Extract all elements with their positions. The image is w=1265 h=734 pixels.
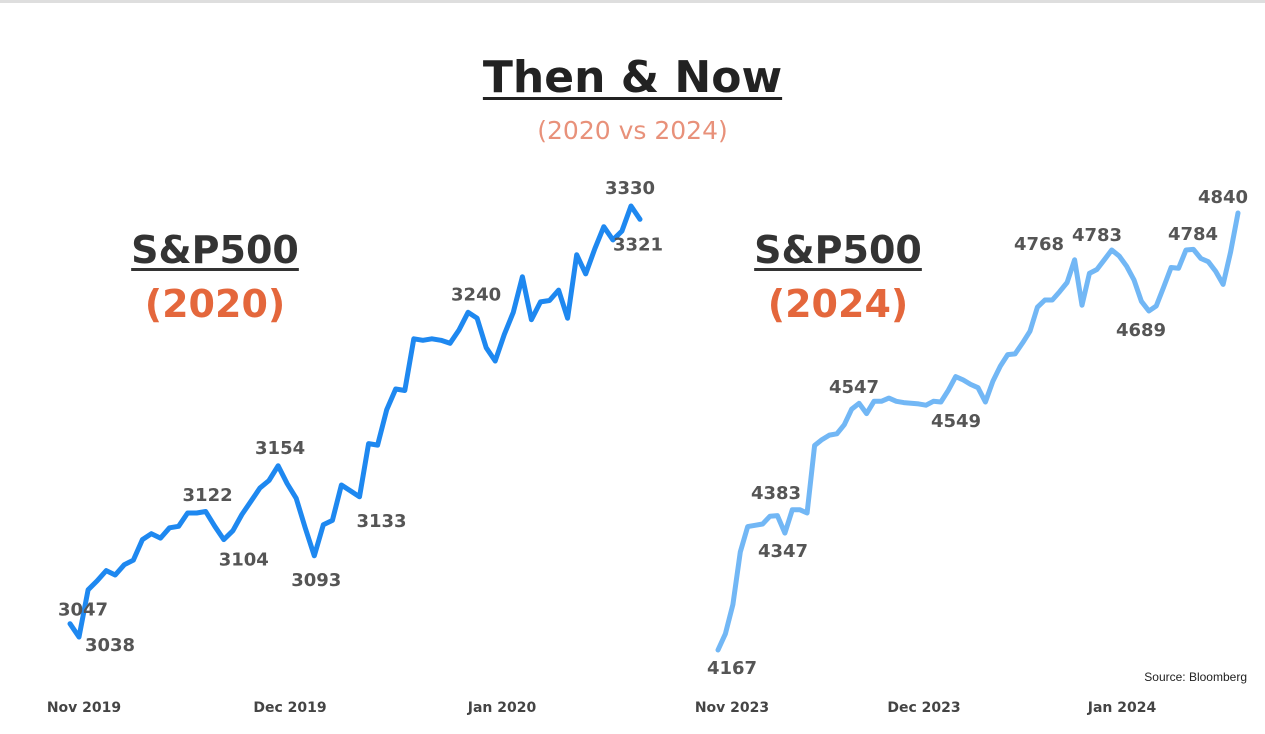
data-labels-2020: 3047 3038 3122 3104 3154 3093 3133 3240 3330 3321	[58, 178, 663, 656]
data-label: 3047	[58, 600, 108, 621]
data-label: 3154	[255, 438, 305, 459]
series-line-2024	[715, 210, 1241, 653]
data-label: 4768	[1014, 234, 1064, 255]
data-label: 4167	[707, 658, 757, 679]
panel-label-2020: S&P500 (2020)	[110, 228, 320, 326]
x-tick-label: Dec 2019	[253, 700, 326, 716]
data-label: 3122	[183, 485, 233, 506]
source-note: Source: Bloomberg	[1144, 670, 1247, 684]
x-axis-ticks: Nov 2019 Dec 2019 Jan 2020 Nov 2023 Dec …	[47, 700, 1157, 716]
data-labels-2024: 4167 4383 4347 4547 4549 4768 4783 4689 …	[707, 187, 1248, 679]
data-label: 3093	[291, 570, 341, 591]
series-line-2020	[67, 203, 643, 640]
top-border	[0, 0, 1265, 3]
x-tick-label: Jan 2020	[467, 700, 537, 716]
index-label: S&P500	[131, 228, 299, 272]
year-label: (2024)	[767, 282, 909, 326]
data-label: 4383	[751, 483, 801, 504]
x-tick-label: Nov 2019	[47, 700, 121, 716]
data-label: 3321	[613, 234, 663, 255]
page-subtitle: (2020 vs 2024)	[537, 116, 728, 145]
data-label: 4549	[931, 411, 981, 432]
year-label: (2020)	[144, 282, 286, 326]
data-label: 3133	[356, 511, 406, 532]
data-label: 3330	[605, 178, 655, 199]
index-label: S&P500	[754, 228, 922, 272]
x-tick-label: Dec 2023	[887, 700, 960, 716]
x-tick-label: Jan 2024	[1087, 700, 1157, 716]
data-label: 4547	[829, 377, 879, 398]
x-tick-label: Nov 2023	[695, 700, 769, 716]
data-label: 4783	[1072, 225, 1122, 246]
data-label: 3038	[85, 635, 135, 656]
data-label: 3240	[451, 284, 501, 305]
data-label: 4347	[758, 541, 808, 562]
data-label: 4784	[1168, 224, 1218, 245]
panel-label-2024: S&P500 (2024)	[733, 228, 943, 326]
data-label: 3104	[219, 550, 269, 571]
page-title: Then & Now	[482, 52, 783, 103]
data-label: 4689	[1116, 320, 1166, 341]
data-label: 4840	[1198, 187, 1248, 208]
